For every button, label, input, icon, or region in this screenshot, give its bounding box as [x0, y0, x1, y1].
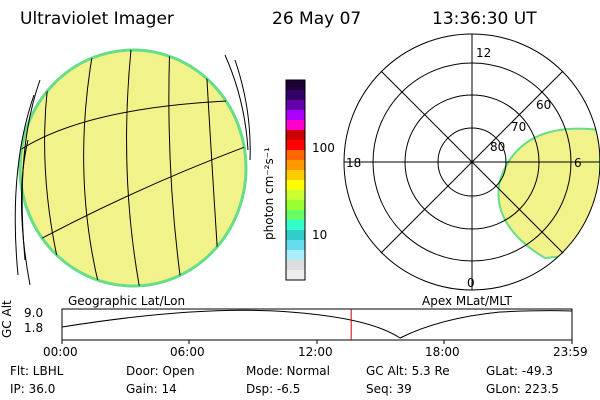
colorbar-segment [286, 240, 305, 251]
colorbar-segment [286, 190, 305, 201]
dsp-info: Dsp: -6.5 [246, 382, 301, 396]
door-info: Door: Open [126, 364, 195, 378]
timeline-frame [61, 308, 573, 341]
polar-plot [343, 33, 600, 291]
timeline-tick: 00:00 [43, 345, 78, 359]
trace-line [14, 94, 35, 276]
polar-label-12: 12 [476, 46, 492, 60]
timeline-y-bottom: 1.8 [24, 321, 44, 335]
glat-info: GLat: -49.3 [486, 364, 553, 378]
colorbar-segment [286, 140, 305, 151]
colorbar [286, 80, 305, 281]
colorbar-segment [286, 180, 305, 191]
timeline-tick: 18:00 [425, 345, 460, 359]
colorbar-segment [286, 170, 305, 181]
timeline-y-top: 9.0 [24, 306, 44, 320]
mode-info: Mode: Normal [246, 364, 330, 378]
polar-label-60: 60 [536, 98, 552, 112]
polar-label-0: 0 [467, 276, 475, 290]
colorbar-frame [285, 79, 306, 281]
trace-line [224, 54, 249, 151]
colorbar-tick-10: 10 [312, 228, 328, 242]
date-label: 26 May 07 [272, 9, 362, 29]
colorbar-segment [286, 220, 305, 231]
timeline-tick: 06:00 [170, 345, 205, 359]
polar-label-6: 6 [574, 156, 582, 170]
polar-label-80: 80 [490, 140, 506, 154]
polar-label-70: 70 [511, 120, 527, 134]
colorbar-segment [286, 270, 305, 281]
polar-label-18: 18 [346, 156, 362, 170]
instrument-title: Ultraviolet Imager [20, 9, 174, 29]
gain-info: Gain: 14 [126, 382, 177, 396]
apex-label: Apex MLat/MLT [422, 294, 512, 308]
glon-info: GLon: 223.5 [486, 382, 559, 396]
trace-line [234, 59, 251, 161]
timeline-plot [61, 308, 573, 344]
geographic-label: Geographic Lat/Lon [68, 294, 186, 308]
meridian-line [168, 50, 183, 286]
altitude-curve [61, 309, 573, 339]
colorbar-segment [286, 260, 305, 271]
trace-line [20, 139, 31, 286]
timeline-tick: 12:00 [298, 345, 333, 359]
filter-info: Flt: LBHL [10, 364, 64, 378]
colorbar-segment [286, 100, 305, 111]
time-label: 13:36:30 UT [432, 9, 537, 29]
colorbar-segment [286, 150, 305, 161]
colorbar-unit-label: photon cm⁻²s⁻¹ [262, 147, 276, 240]
parallel-line [20, 144, 246, 251]
colorbar-segment [286, 80, 305, 91]
colorbar-segment [286, 250, 305, 261]
colorbar-segment [286, 160, 305, 171]
colorbar-segment [286, 120, 305, 131]
timeline-tick: 23:59 [553, 345, 588, 359]
timeline-axis-label: GC Alt [0, 300, 14, 338]
colorbar-tick-100: 100 [312, 141, 335, 155]
meridian-line [83, 50, 101, 286]
colorbar-segment [286, 90, 305, 101]
meridian-line [126, 50, 141, 286]
ip-info: IP: 36.0 [10, 382, 56, 396]
gc-alt-info: GC Alt: 5.3 Re [366, 364, 450, 378]
colorbar-segment [286, 130, 305, 141]
polar-diagonal [380, 70, 564, 254]
seq-info: Seq: 39 [366, 382, 412, 396]
globe-image [14, 48, 251, 288]
colorbar-segment [286, 230, 305, 241]
colorbar-segment [286, 210, 305, 221]
colorbar-segment [286, 200, 305, 211]
parallel-line [20, 99, 246, 151]
colorbar-segment [286, 110, 305, 121]
